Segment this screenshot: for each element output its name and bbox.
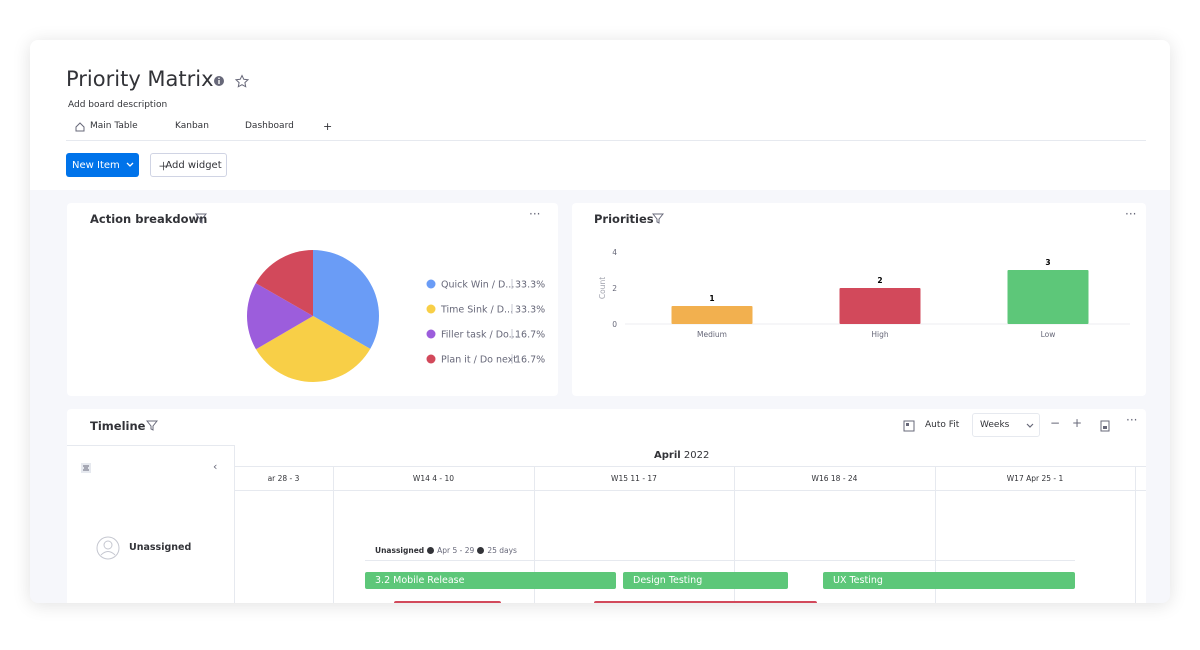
column-divider (234, 445, 235, 603)
board-header: Priority Matrix Add board description Ma… (30, 40, 1170, 190)
year: 2022 (683, 450, 710, 461)
chevron (126, 162, 134, 167)
week-divider (333, 467, 334, 603)
new-item-button[interactable]: New Item (66, 153, 139, 177)
dot (477, 547, 485, 554)
week-label: W17 Apr 25 - 1 (1006, 474, 1064, 483)
month-label: April 2022 (654, 450, 709, 461)
button-label: New Item (72, 159, 120, 171)
board-description[interactable]: Add board description (68, 100, 168, 110)
menu-dots[interactable]: ··· (1126, 413, 1138, 427)
tab-active[interactable]: Dashboard (245, 121, 294, 131)
view-dropdown[interactable]: Weeks (972, 413, 1040, 437)
week-label: W15 11 - 17 (611, 474, 657, 483)
auto-fit-button[interactable]: Auto Fit (925, 420, 960, 430)
board-card: Priority Matrix Add board description Ma… (30, 40, 1170, 603)
collapse-arrow[interactable]: ‹ (213, 460, 218, 473)
widget-title: Action breakdown (90, 212, 208, 226)
filter-icon[interactable] (146, 419, 158, 431)
week-divider (534, 467, 535, 603)
summary-dates: Apr 5 - 29 (437, 546, 475, 555)
avatar (96, 536, 120, 560)
save-icon[interactable] (1100, 420, 1110, 432)
timeline-item[interactable]: Project Analysis (594, 601, 817, 603)
timeline-widget: Timeline Auto Fit Weeks − + ··· ‹ Unassi… (67, 409, 1146, 603)
week-divider (935, 467, 936, 603)
add-widget-button[interactable]: ＋ Add widget (150, 153, 227, 177)
add-tab[interactable]: + (323, 120, 333, 133)
week-divider (734, 467, 735, 603)
title-icons (214, 74, 250, 88)
board-title: Priority Matrix (66, 67, 214, 91)
timeline-item[interactable]: UX Testing (823, 572, 1075, 589)
filter-icon[interactable] (652, 212, 664, 224)
view-label: Weeks (980, 420, 1010, 430)
tab[interactable]: Main Table (90, 121, 138, 131)
tab[interactable]: Kanban (175, 121, 209, 131)
week-label: ar 28 - 3 (267, 474, 300, 483)
button-label: Add widget (165, 159, 222, 171)
summary-name: Unassigned (375, 546, 425, 555)
week-row-divider (234, 490, 1146, 491)
widget-title: Priorities (594, 212, 654, 226)
summary-days: 25 days (487, 546, 517, 555)
zoom-in[interactable]: + (1072, 416, 1083, 430)
menu-dots[interactable]: ··· (529, 207, 541, 221)
group-name: Unassigned (129, 542, 192, 553)
timeline-item[interactable]: 3.2 Mobile Release (365, 572, 616, 589)
month: April (654, 450, 681, 461)
filter-icon[interactable] (195, 212, 207, 224)
dot (427, 547, 435, 554)
plus-icon: ＋ (158, 160, 169, 173)
week-label: W14 4 - 10 (412, 474, 455, 483)
menu-dots[interactable]: ··· (1125, 207, 1137, 221)
week-label: W16 18 - 24 (811, 474, 858, 483)
zoom-out[interactable]: − (1050, 416, 1061, 430)
chevron (1026, 423, 1034, 428)
timeline-item[interactable]: Monthly Presentation (394, 601, 501, 603)
collapse-icon[interactable] (80, 462, 92, 474)
priorities-widget: Priorities ··· (572, 203, 1146, 396)
timeline-body: ar 28 - 3 W14 4 - 10 W15 11 - 17 W16 18 - 2… (67, 409, 1146, 603)
divider (67, 445, 234, 446)
week-divider (1135, 467, 1136, 603)
home-icon (75, 122, 85, 132)
timeline-item[interactable]: Design Testing (623, 572, 788, 589)
action-breakdown-widget: Action breakdown ··· (67, 203, 558, 396)
tab-divider (66, 140, 1146, 141)
widget-title: Timeline (90, 419, 146, 433)
summary-line (365, 560, 1075, 561)
group-summary: Unassigned Apr 5 - 29 25 days (375, 546, 517, 555)
month-header: April 2022 (234, 445, 1146, 467)
fit-icon[interactable] (903, 420, 915, 432)
